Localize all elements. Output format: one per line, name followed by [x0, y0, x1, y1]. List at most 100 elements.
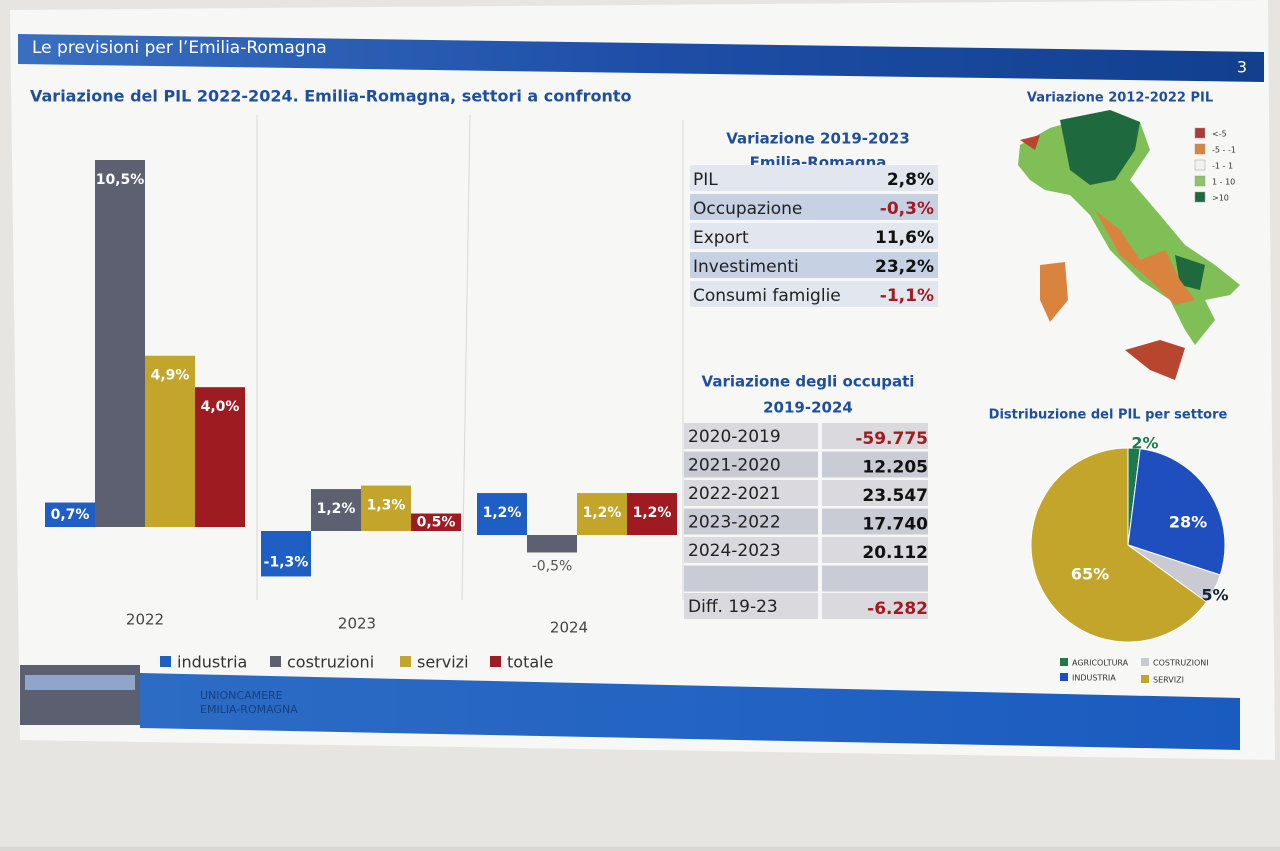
separators — [256, 114, 684, 601]
data-label: 1,2% — [583, 505, 622, 521]
row-value: 23,2% — [875, 257, 934, 277]
data-label: 1,2% — [317, 501, 356, 517]
legend-swatch — [1141, 658, 1149, 666]
row-value: -6.282 — [867, 599, 928, 619]
legend-swatch — [1194, 175, 1206, 187]
row-value: -59.775 — [855, 429, 928, 449]
table-row — [690, 223, 938, 249]
row-value: -0,3% — [880, 199, 934, 219]
data-label: 4,9% — [151, 368, 190, 384]
legend-label: AGRICOLTURA — [1072, 659, 1129, 668]
legend-label: INDUSTRIA — [1072, 674, 1116, 683]
pie-chart: Distribuzione del PIL per settore 2% AGRIC… — [989, 408, 1229, 685]
legend-swatch — [160, 656, 171, 667]
row-label: Investimenti — [693, 257, 799, 277]
table-cell — [822, 593, 928, 619]
data-label: 0,7% — [51, 507, 90, 523]
row-value: 11,6% — [875, 228, 934, 248]
table-row — [690, 165, 938, 191]
legend-swatch — [1194, 143, 1206, 155]
footer-photo — [20, 665, 140, 725]
legend-label: 1 - 10 — [1212, 178, 1235, 187]
row-label: Export — [693, 228, 749, 248]
data-label: 1,2% — [483, 505, 522, 521]
table-cell — [822, 537, 928, 563]
row-label: 2023-2022 — [688, 513, 781, 533]
data-label: 1,2% — [633, 505, 672, 521]
legend-swatch — [270, 656, 281, 667]
table-cell — [822, 451, 928, 478]
table-cell — [822, 508, 928, 535]
table-cell — [822, 480, 928, 506]
bar — [527, 535, 577, 553]
data-label: 0,5% — [417, 514, 456, 530]
legend-label: SERVIZI — [1153, 676, 1184, 685]
row-value: 17.740 — [862, 515, 928, 535]
table-title: Variazione 2019-2023 — [726, 130, 910, 148]
row-label: 2021-2020 — [688, 456, 781, 476]
bar — [361, 485, 411, 531]
bar — [195, 387, 245, 527]
footer-band — [140, 673, 1240, 750]
italy-map — [1018, 110, 1240, 380]
table-row — [690, 281, 938, 307]
data-label: -0,5% — [532, 558, 573, 574]
subtitle: Variazione del PIL 2022-2024. Emilia-Rom… — [30, 87, 632, 106]
data-label: 28% — [1169, 513, 1207, 532]
legend-swatch — [1194, 191, 1206, 203]
data-label: 1,3% — [367, 498, 406, 514]
data-label: 4,0% — [201, 399, 240, 415]
footer-text: EMILIA-ROMAGNA — [200, 703, 298, 716]
data-label: -1,3% — [264, 554, 309, 570]
legend-label: industria — [177, 653, 247, 672]
table-title: 2019-2024 — [763, 399, 853, 417]
table-cell — [822, 565, 928, 592]
bar — [311, 489, 361, 531]
legend-label: totale — [507, 653, 553, 672]
row-value: 2,8% — [887, 170, 934, 190]
x-tick-label: 2022 — [126, 611, 164, 629]
bar — [95, 160, 145, 527]
legend-label: >10 — [1212, 194, 1229, 203]
row-label: 2020-2019 — [688, 427, 781, 447]
legend-swatch — [1194, 159, 1206, 171]
legend-swatch — [400, 656, 411, 667]
table-title: Variazione degli occupati — [702, 373, 915, 391]
row-label: 2022-2021 — [688, 484, 781, 504]
table-cell — [684, 480, 818, 506]
bar — [477, 493, 527, 535]
bar — [627, 493, 677, 535]
table-row — [690, 252, 938, 278]
data-label: 10,5% — [96, 172, 145, 188]
map-title: Variazione 2012-2022 PIL — [1027, 91, 1213, 106]
row-value: 23.547 — [862, 486, 928, 506]
legend-swatch — [1141, 675, 1149, 683]
paper — [10, 0, 1275, 760]
data-label: 65% — [1071, 565, 1109, 584]
table-cell — [822, 423, 928, 449]
table-row — [690, 194, 938, 220]
x-tick-label: 2024 — [550, 619, 588, 637]
legend-label: <-5 — [1212, 130, 1227, 139]
x-tick-label: 2023 — [338, 615, 376, 633]
bar — [45, 502, 95, 527]
row-label: Consumi famiglie — [693, 286, 841, 306]
footer-photo-detail — [25, 675, 135, 690]
bar-chart: 2022 2023 2024 0,7% -1,3% 1,2% industria 10,5% 1… — [45, 160, 677, 672]
table-cell — [684, 508, 818, 535]
page-number: 3 — [1237, 58, 1247, 77]
row-value: 12.205 — [862, 458, 928, 478]
table-cell — [684, 593, 818, 619]
row-value: 20.112 — [862, 543, 928, 563]
legend-label: costruzioni — [287, 653, 374, 672]
data-label: 5% — [1201, 586, 1228, 605]
row-value: -1,1% — [880, 286, 934, 306]
pie-slice — [1127, 448, 1226, 576]
legend-label: COSTRUZIONI — [1153, 659, 1209, 668]
legend-label: -5 - -1 — [1212, 146, 1236, 155]
legend-swatch — [1060, 673, 1068, 681]
table-cell — [684, 451, 818, 478]
legend-swatch — [1060, 658, 1068, 666]
